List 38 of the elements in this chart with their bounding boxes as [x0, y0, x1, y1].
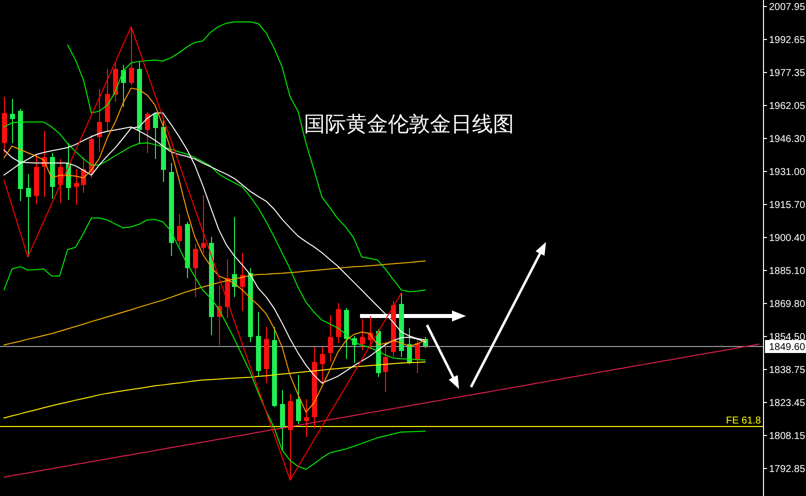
candlestick: [201, 194, 206, 254]
y-tick-label: 1823.45: [769, 398, 806, 409]
y-tick-label: 1915.70: [769, 200, 806, 211]
y-tick-label: 1869.80: [769, 299, 806, 310]
candlestick: [360, 318, 365, 351]
line-series: [3, 260, 426, 346]
y-tick-label: 1900.40: [769, 233, 806, 244]
y-tick-label: 1885.10: [769, 266, 806, 277]
candlestick: [240, 252, 245, 312]
candlestick: [177, 213, 182, 248]
ref-line-label: 1849.60: [769, 342, 806, 353]
candlestick: [10, 98, 15, 144]
y-tick-label: 2007.95: [769, 2, 806, 13]
y-tick-label: 1792.85: [769, 464, 806, 475]
candlestick: [145, 111, 150, 154]
y-tick-label: 1838.75: [769, 365, 806, 376]
candlestick: [97, 88, 102, 152]
candlestick: [383, 341, 388, 393]
line-series: [3, 344, 760, 478]
candlestick: [26, 173, 31, 258]
line-series: [3, 218, 426, 470]
candlestick: [129, 26, 134, 86]
y-tick-label: 1931.00: [769, 167, 806, 178]
candlestick: [153, 112, 158, 160]
y-tick-label: 1946.30: [769, 134, 806, 145]
candlestick: [296, 374, 301, 425]
y-tick-label: 1992.65: [769, 35, 806, 46]
ref-line-label: FE 61.8: [726, 416, 762, 426]
candlestick: [74, 168, 79, 206]
text: 国际黄金伦敦金日线图: [304, 112, 514, 136]
candlestick: [320, 346, 325, 385]
candlestick: [328, 314, 333, 362]
candlestick: [193, 244, 198, 298]
y-tick-label: 1808.15: [769, 431, 806, 442]
y-tick-label: 1977.35: [769, 68, 806, 79]
candlestick: [304, 398, 309, 438]
y-tick-label: 1854.50: [769, 332, 806, 343]
y-tick-label: 1962.05: [769, 101, 806, 112]
